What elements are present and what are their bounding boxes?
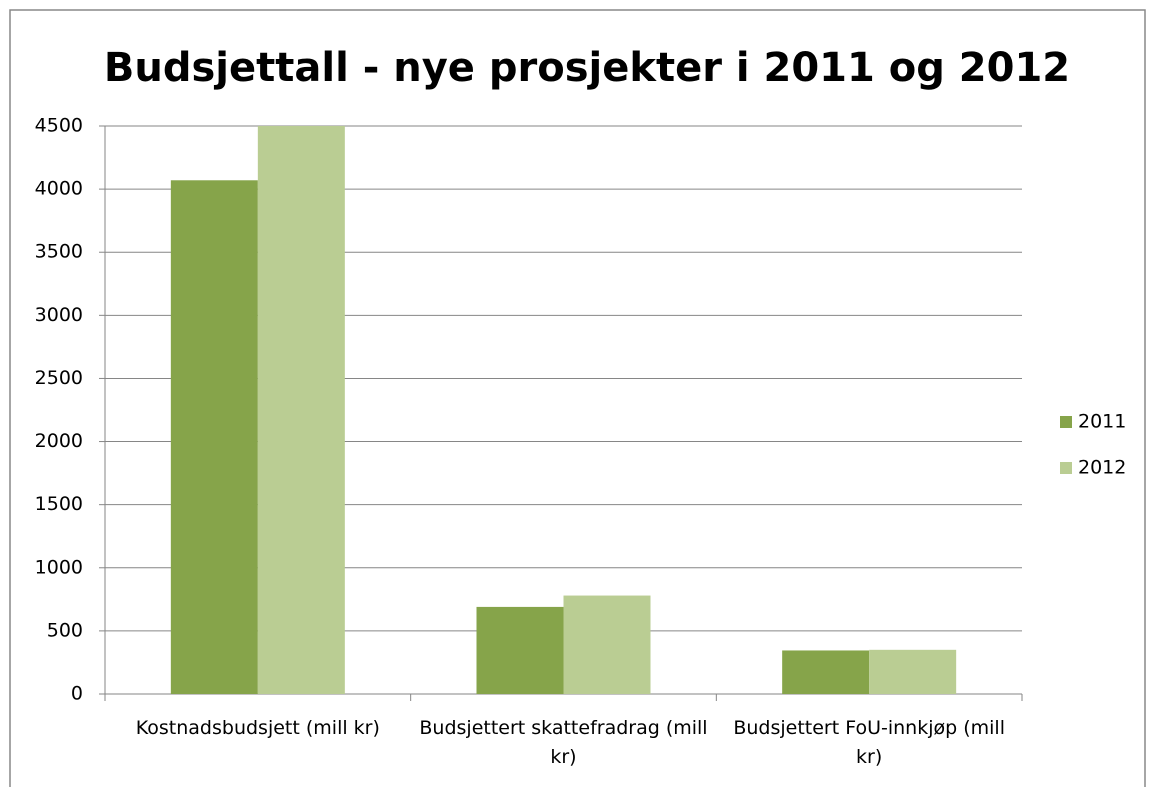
- y-tick-label: 3500: [35, 241, 83, 263]
- bar: [563, 595, 651, 694]
- y-tick-label: 3000: [35, 304, 83, 326]
- x-tick-label: Kostnadsbudsjett (mill kr): [135, 717, 380, 739]
- y-tick-label: 0: [71, 683, 83, 705]
- bar: [869, 649, 957, 694]
- legend-swatch: [1060, 416, 1072, 428]
- x-tick-label: Budsjettert FoU-innkjøp (mill kr): [733, 717, 1005, 768]
- y-tick-label: 1000: [35, 556, 83, 578]
- y-tick-label: 2000: [35, 430, 83, 452]
- bar: [170, 180, 258, 694]
- y-tick-label: 500: [47, 619, 83, 641]
- chart-border: [9, 9, 1146, 787]
- x-tick-label: Budsjettert skattefradrag (mill kr): [419, 717, 708, 768]
- y-tick-label: 1500: [35, 493, 83, 515]
- bar: [782, 650, 870, 694]
- y-tick-label: 4000: [35, 178, 83, 200]
- bar: [476, 606, 564, 694]
- legend-label: 2011: [1078, 411, 1126, 433]
- legend-swatch: [1060, 462, 1072, 474]
- legend-label: 2012: [1078, 457, 1126, 479]
- bar: [257, 126, 345, 694]
- y-tick-label: 2500: [35, 367, 83, 389]
- y-tick-label: 4500: [35, 115, 83, 137]
- chart-title: Budsjettall - nye prosjekter i 2011 og 2…: [104, 45, 1070, 91]
